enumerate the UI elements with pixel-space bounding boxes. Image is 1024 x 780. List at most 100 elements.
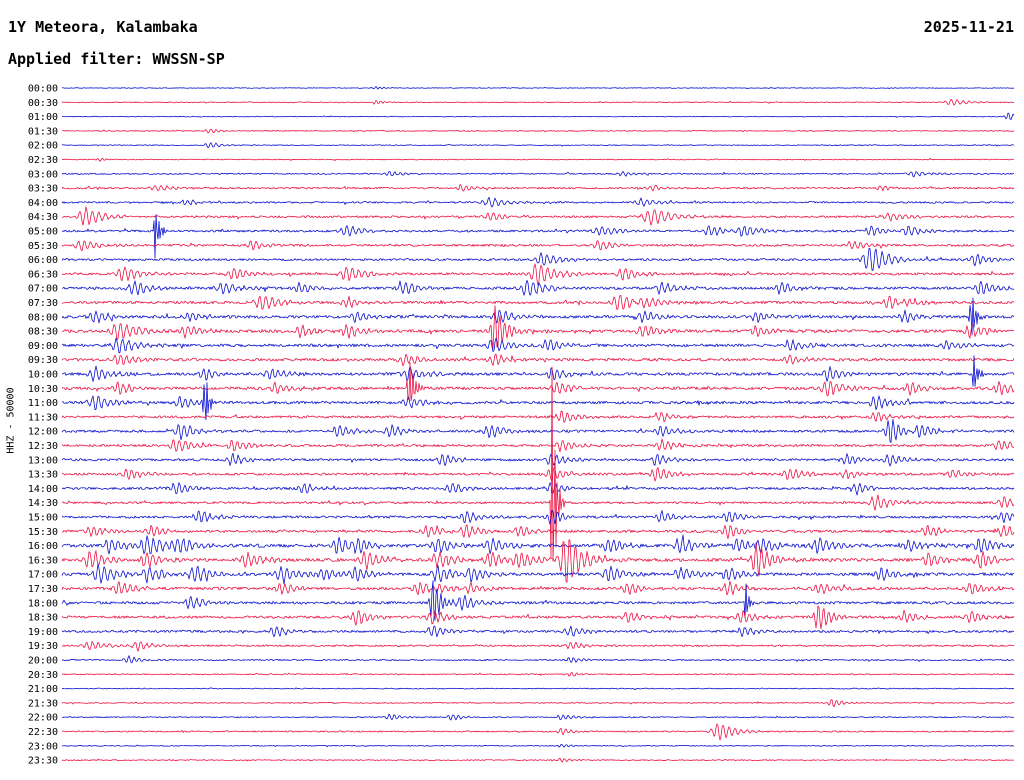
- time-label: 20:30: [28, 670, 58, 681]
- trace-2100: [61, 687, 1015, 691]
- time-label: 23:30: [28, 756, 58, 767]
- time-label: 12:00: [28, 427, 58, 438]
- trace-1730: [61, 580, 1015, 596]
- time-label: 12:30: [28, 441, 58, 452]
- time-label: 11:30: [28, 412, 58, 423]
- trace-0100: [61, 112, 1015, 121]
- trace-0830: [61, 305, 1015, 349]
- time-label: 08:30: [28, 327, 58, 338]
- station-title: 1Y Meteora, Kalambaka: [8, 18, 198, 36]
- time-label: 01:30: [28, 126, 58, 137]
- trace-0530: [61, 240, 1015, 252]
- trace-0500: [61, 214, 1015, 259]
- time-label: 21:30: [28, 698, 58, 709]
- trace-2330: [61, 757, 1015, 763]
- trace-0000: [61, 86, 1015, 90]
- time-label: 01:00: [28, 112, 58, 123]
- trace-2200: [61, 713, 1015, 721]
- time-label: 09:00: [28, 341, 58, 352]
- date-label: 2025-11-21: [923, 18, 1014, 36]
- time-label: 23:00: [28, 741, 58, 752]
- trace-0800: [61, 297, 1015, 336]
- trace-1130: [61, 410, 1015, 423]
- trace-0600: [61, 248, 1015, 271]
- time-label: 11:00: [28, 398, 58, 409]
- time-label: 02:30: [28, 155, 58, 166]
- trace-1900: [61, 625, 1014, 638]
- trace-1330: [61, 467, 1015, 482]
- time-label: 18:30: [28, 613, 58, 624]
- trace-1530: [61, 524, 1015, 540]
- time-label: 08:00: [28, 312, 58, 323]
- trace-1500: [61, 510, 1015, 525]
- time-label: 05:00: [28, 227, 58, 238]
- time-label: 22:00: [28, 713, 58, 724]
- time-label: 10:30: [28, 384, 58, 395]
- trace-2230: [61, 723, 1015, 741]
- trace-0900: [61, 337, 1015, 354]
- time-label: 13:00: [28, 455, 58, 466]
- time-label: 14:00: [28, 484, 58, 495]
- trace-2130: [61, 699, 1015, 708]
- trace-0400: [61, 196, 1015, 208]
- trace-1400: [61, 482, 1015, 496]
- time-label: 06:30: [28, 269, 58, 280]
- trace-1630: [61, 539, 1015, 583]
- trace-1830: [61, 605, 1015, 630]
- time-label: 18:00: [28, 598, 58, 609]
- trace-0930: [61, 353, 1015, 367]
- time-label: 19:00: [28, 627, 58, 638]
- trace-1800: [61, 580, 1015, 621]
- time-label: 04:00: [28, 198, 58, 209]
- time-label: 00:00: [28, 84, 58, 95]
- time-label: 00:30: [28, 98, 58, 109]
- time-label: 17:30: [28, 584, 58, 595]
- trace-2300: [61, 743, 1015, 748]
- trace-0630: [61, 263, 1015, 286]
- time-label: 09:30: [28, 355, 58, 366]
- trace-2030: [61, 671, 1015, 677]
- time-label: 10:00: [28, 370, 58, 381]
- time-label: 19:30: [28, 641, 58, 652]
- trace-1000: [61, 355, 1015, 387]
- trace-0200: [61, 142, 1015, 149]
- filter-label: Applied filter: WWSSN-SP: [8, 50, 225, 68]
- trace-1300: [61, 452, 1015, 467]
- trace-0700: [61, 279, 1015, 296]
- trace-0300: [61, 170, 1015, 178]
- trace-0430: [61, 206, 1015, 226]
- trace-0330: [61, 184, 1015, 192]
- time-label: 13:30: [28, 470, 58, 481]
- time-label: 16:30: [28, 555, 58, 566]
- time-label: 04:30: [28, 212, 58, 223]
- trace-0230: [61, 158, 1015, 162]
- trace-1100: [61, 382, 1015, 421]
- time-label: 14:30: [28, 498, 58, 509]
- trace-2000: [61, 655, 1015, 664]
- trace-1700: [61, 563, 1015, 585]
- trace-1930: [61, 641, 1015, 652]
- time-label: 07:30: [28, 298, 58, 309]
- time-label: 07:00: [28, 284, 58, 295]
- trace-1200: [61, 418, 1015, 443]
- time-label: 03:30: [28, 184, 58, 195]
- trace-0730: [61, 294, 1015, 311]
- time-label: 06:00: [28, 255, 58, 266]
- time-label: 21:00: [28, 684, 58, 695]
- trace-1600: [61, 534, 1015, 555]
- trace-0030: [61, 98, 1015, 106]
- time-label: 15:00: [28, 513, 58, 524]
- time-label: 22:30: [28, 727, 58, 738]
- time-label: 03:00: [28, 169, 58, 180]
- trace-1230: [61, 438, 1015, 453]
- time-label: 20:00: [28, 656, 58, 667]
- trace-1030: [61, 362, 1015, 402]
- time-label: 17:00: [28, 570, 58, 581]
- trace-0130: [61, 128, 1015, 134]
- trace-1430: [61, 366, 1015, 562]
- time-label: 02:00: [28, 141, 58, 152]
- time-label: 15:30: [28, 527, 58, 538]
- time-label: 16:00: [28, 541, 58, 552]
